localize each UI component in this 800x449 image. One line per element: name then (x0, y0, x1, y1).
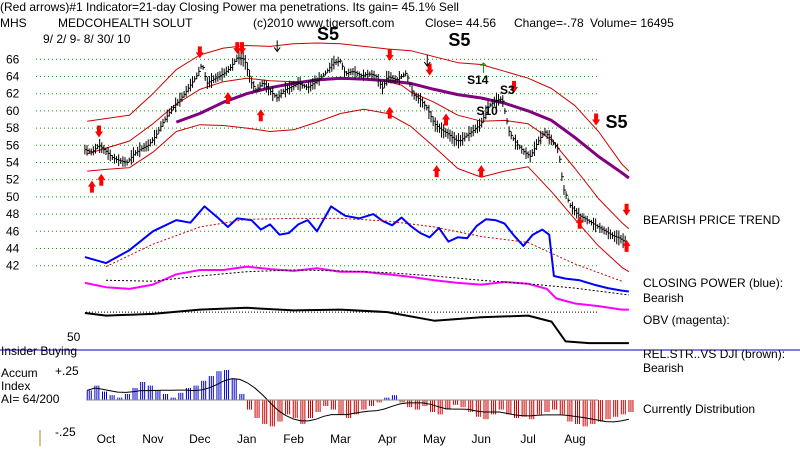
y-tick-label: 60 (6, 104, 20, 118)
y-axis-labels: 42 44 46 48 50 52 54 56 58 60 62 64 66 (6, 52, 20, 272)
obv-line (84, 265, 629, 311)
signal-label: S5 (448, 30, 470, 50)
y-tick-label: 50 (6, 190, 20, 204)
bollinger-bands (87, 42, 630, 273)
signal-label: S10 (477, 104, 499, 118)
sell-arrow-icon (510, 80, 519, 93)
buy-arrow-icon (432, 165, 441, 178)
upper-band-line (87, 42, 630, 172)
buy-arrow-icon (97, 173, 106, 186)
down-arrow-icon (273, 40, 281, 53)
accum-bottom-label: -.25 (55, 425, 76, 439)
accum-top-label: +.25 (55, 364, 79, 378)
x-axis-labels: Oct Nov Dec Jan Feb Mar Apr May Jun Jul Aug (97, 432, 586, 446)
down-arrow-icon (423, 55, 431, 67)
close-value: Close= 44.56 (425, 16, 497, 30)
price-trend-label: BEARISH PRICE TREND (643, 213, 781, 227)
y-tick-label: 44 (6, 242, 20, 256)
sell-arrow-icon (425, 63, 434, 76)
y-tick-label: 46 (6, 224, 20, 238)
buy-arrow-icon (622, 239, 631, 252)
rel-strength-status: Bearish (643, 361, 684, 375)
sell-arrow-icon (385, 49, 394, 61)
cp-ma-line (105, 217, 623, 282)
accum-title-2: Index (1, 379, 31, 393)
accumulation-histogram (86, 370, 634, 427)
x-tick-label: Jan (237, 432, 256, 446)
x-tick-label: Jun (472, 432, 491, 446)
up-arrow-icon (480, 62, 487, 73)
sell-arrow-icon (622, 203, 631, 216)
accum-index-value: AI= 64/200 (1, 392, 60, 406)
lower-band-line (87, 108, 630, 273)
accum-ma-line (87, 378, 630, 423)
sell-arrow-icon (94, 125, 103, 138)
sell-arrow-icon (233, 42, 242, 55)
buy-arrow-icon (87, 180, 96, 193)
x-tick-label: Feb (283, 432, 304, 446)
y-tick-label: 52 (6, 173, 20, 187)
buy-arrow-icon (442, 113, 451, 126)
obv-ma-line (105, 269, 629, 296)
mid-band-line (87, 77, 630, 230)
price-bars (84, 51, 628, 249)
rel-strength-level-label: 50 (67, 330, 81, 344)
sell-arrow-icon (195, 46, 204, 59)
x-tick-label: Oct (97, 432, 116, 446)
x-tick-label: Nov (142, 432, 163, 446)
company-name: MEDCOHEALTH SOLUT (58, 16, 193, 30)
price-gridlines (36, 58, 598, 267)
y-tick-label: 56 (6, 138, 20, 152)
y-tick-label: 42 (6, 259, 20, 273)
signal-arrows (87, 40, 631, 252)
change-value: Change=-.78 (514, 16, 584, 30)
x-tick-label: Aug (564, 432, 585, 446)
sell-arrow-icon (592, 113, 601, 126)
x-tick-label: Dec (189, 432, 210, 446)
buy-arrow-icon (223, 92, 232, 104)
insider-buying-label: Insider Buying (1, 344, 78, 358)
x-tick-label: May (423, 432, 446, 446)
x-tick-label: Mar (330, 432, 351, 446)
buy-arrow-icon (385, 106, 394, 119)
signal-label: S5 (605, 112, 627, 132)
y-tick-label: 66 (6, 52, 20, 66)
indicator-lines (84, 76, 630, 345)
buy-arrow-icon (477, 165, 486, 178)
signal-label: S3 (500, 83, 515, 97)
obv-label: OBV (magenta): (643, 313, 730, 327)
accumulation-status: Currently Distribution (643, 402, 756, 416)
x-tick-label: Apr (378, 432, 397, 446)
ticker-symbol: MHS (0, 16, 27, 30)
rel-strength-line (84, 306, 629, 345)
buy-arrow-icon (256, 109, 265, 122)
buy-arrow-icon (575, 216, 584, 229)
closing-power-line (84, 205, 630, 293)
y-tick-label: 54 (6, 156, 20, 170)
indicator-title: (Red arrows)#1 Indicator=21-day Closing … (0, 0, 459, 14)
y-tick-label: 48 (6, 207, 20, 221)
accum-title-1: Accum (1, 366, 38, 380)
y-tick-label: 62 (6, 87, 20, 101)
rel-strength-label: REL.STR..VS DJI (brown): (643, 347, 786, 361)
purple-ma-line (175, 76, 630, 180)
signal-label: S5 (317, 24, 339, 44)
volume-value: Volume= 16495 (590, 16, 674, 30)
y-tick-label: 58 (6, 121, 20, 135)
closing-power-status: Bearish (643, 291, 684, 305)
copyright-site: (c)2010 www.tigersoft.com (253, 16, 395, 30)
y-tick-label: 64 (6, 70, 20, 84)
sell-arrow-icon (238, 42, 247, 55)
date-range: 9/ 2/ 9- 8/ 30/ 10 (43, 32, 131, 46)
x-tick-label: Jul (520, 432, 535, 446)
closing-power-label: CLOSING POWER (blue): (643, 276, 784, 290)
signal-label: S14 (467, 73, 489, 87)
